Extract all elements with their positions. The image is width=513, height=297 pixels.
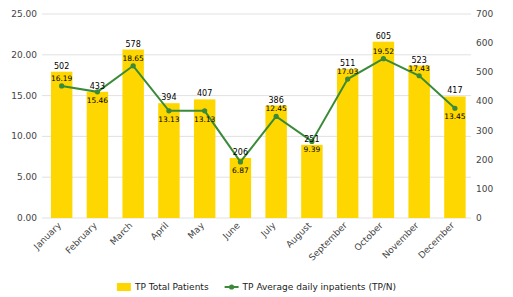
x-tick-label: September [307,220,349,262]
bar [87,92,108,218]
x-tick-label: October [352,220,385,253]
legend-item: TP Total Patients [117,282,209,292]
plot-marks [51,42,466,218]
x-tick-label: April [149,220,171,242]
data-labels: 50243357839440720638625151160552341716.1… [51,32,466,175]
bar-label: 386 [269,96,284,105]
bar-label: 251 [304,135,319,144]
line-label: 19.52 [373,47,395,56]
bar [51,72,72,218]
y2-tick-label: 100 [476,184,493,194]
y-tick-label: 5.00 [17,172,37,182]
y-tick-label: 20.00 [11,50,37,60]
line-label: 16.19 [51,74,73,83]
legend-label: TP Average daily inpatients (TP/N) [242,282,397,292]
bar [444,96,465,218]
line-label: 12.45 [265,104,287,113]
line-marker [274,114,279,119]
line-label: 17.03 [337,67,359,76]
bar-label: 605 [376,32,391,41]
bar-label: 417 [447,86,462,95]
y2-tick-label: 700 [476,9,493,19]
y-tick-label: 0.00 [17,213,37,223]
line-marker [381,56,386,61]
line-label: 13.13 [158,115,180,124]
x-tick-label: May [186,220,207,241]
x-tick-label: August [284,220,314,250]
bar-label: 394 [161,93,176,102]
y-tick-label: 25.00 [11,9,37,19]
legend-swatch [117,283,131,291]
y2-tick-label: 500 [476,67,493,77]
line-label: 13.45 [444,112,466,121]
line-marker [345,76,350,81]
line-label: 9.39 [304,145,321,154]
line-marker [238,159,243,164]
bar-label: 502 [54,62,69,71]
x-tick-label: November [380,220,420,260]
grid-line [42,14,471,15]
x-tick-label: February [64,220,100,256]
x-tick-label: June [220,220,242,242]
bar [301,145,322,218]
y2-tick-label: 400 [476,96,493,106]
bar [408,66,429,218]
bar-label: 578 [126,40,141,49]
bar [373,42,394,218]
legend: TP Total Patients TP Average daily inpati… [117,282,396,292]
line-label: 17.43 [408,64,430,73]
line-label: 18.65 [122,54,144,63]
legend-item: TP Average daily inpatients (TP/N) [225,282,397,292]
line-marker [166,108,171,113]
bar-label: 433 [90,82,105,91]
line-marker [452,106,457,111]
y2-tick-label: 200 [476,155,493,165]
bar [158,103,179,218]
line [62,59,455,162]
line-marker [202,108,207,113]
x-tick-label: July [258,220,278,240]
line-label: 6.87 [232,166,249,175]
bar-label: 407 [197,89,212,98]
line-marker [417,73,422,78]
line-marker [59,83,64,88]
y2-tick-label: 600 [476,38,493,48]
x-tick-label: December [416,220,456,260]
bar-label: 206 [233,148,248,157]
y2-tick-label: 300 [476,126,493,136]
y-tick-label: 10.00 [11,131,37,141]
y2-tick-label: 0 [476,213,482,223]
legend-marker [229,284,234,289]
line-label: 13.13 [194,115,216,124]
line-label: 15.46 [87,96,109,105]
x-tick-label: March [108,220,134,246]
bar [230,158,251,218]
line-marker [131,63,136,68]
legend-label: TP Total Patients [134,282,209,292]
bar [194,99,215,218]
x-tick-label: January [31,220,63,252]
grid-line [42,54,471,55]
y-tick-label: 15.00 [11,91,37,101]
